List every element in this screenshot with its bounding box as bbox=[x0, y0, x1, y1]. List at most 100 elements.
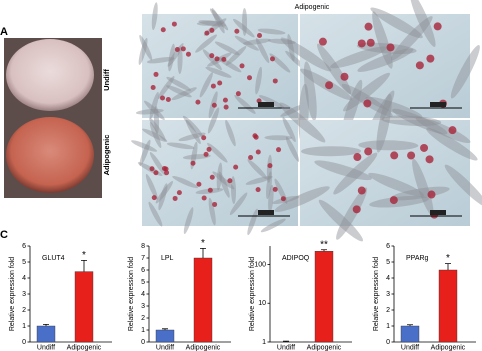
cell bbox=[376, 93, 392, 153]
y-axis-label: Relative expression fold bbox=[373, 257, 380, 331]
cell bbox=[368, 172, 425, 197]
cell bbox=[257, 28, 286, 35]
y-tick-label: 4 bbox=[22, 275, 26, 282]
bar bbox=[314, 251, 334, 343]
y-tick-label: 2 bbox=[22, 307, 26, 314]
bar bbox=[193, 257, 213, 343]
significance-mark: * bbox=[446, 253, 450, 264]
lipid-droplet bbox=[217, 80, 223, 86]
y-tick-label: 0 bbox=[141, 339, 145, 346]
cell bbox=[166, 85, 192, 98]
cell bbox=[135, 108, 164, 115]
lipid-droplet bbox=[340, 72, 349, 81]
lipid-droplet bbox=[161, 165, 167, 171]
cell bbox=[208, 197, 216, 226]
cell bbox=[392, 108, 448, 135]
bar bbox=[400, 325, 420, 343]
lipid-droplet bbox=[227, 178, 233, 184]
significance-mark: * bbox=[201, 238, 205, 249]
lipid-droplet bbox=[222, 97, 228, 103]
y-axis-label: Relative expression fold bbox=[9, 257, 16, 331]
cell bbox=[255, 66, 263, 95]
lipid-droplet bbox=[389, 196, 398, 205]
cell bbox=[202, 49, 222, 71]
bar bbox=[74, 271, 94, 343]
cell bbox=[318, 199, 364, 242]
row-label: Adipogenic bbox=[102, 135, 111, 176]
y-tick-label: 5 bbox=[386, 259, 390, 266]
micrograph bbox=[300, 120, 470, 226]
cell bbox=[412, 158, 434, 216]
lipid-droplet bbox=[209, 53, 215, 59]
scale-bar-box bbox=[430, 210, 446, 215]
cell bbox=[139, 139, 151, 166]
cell bbox=[131, 140, 158, 152]
chart-title: GLUT4 bbox=[42, 255, 65, 262]
lipid-droplet bbox=[204, 30, 210, 36]
lipid-droplet bbox=[448, 126, 457, 135]
y-tick-label: 1 bbox=[262, 339, 266, 346]
cell bbox=[280, 37, 332, 72]
y-axis-label: Relative expression fold bbox=[249, 257, 256, 331]
cell bbox=[268, 184, 274, 213]
row-label: Undiff bbox=[102, 69, 111, 91]
lipid-droplet bbox=[212, 201, 218, 207]
lipid-droplet bbox=[165, 97, 171, 103]
bar bbox=[438, 269, 458, 343]
cell bbox=[266, 154, 273, 183]
cell bbox=[234, 35, 259, 51]
lipid-droplet bbox=[171, 21, 177, 27]
lipid-droplet bbox=[160, 27, 166, 33]
cell bbox=[158, 183, 168, 211]
cell bbox=[207, 107, 220, 134]
significance-mark: * bbox=[82, 250, 86, 261]
chart-title: PPARg bbox=[406, 255, 429, 262]
lipid-droplet bbox=[150, 85, 156, 91]
cell bbox=[199, 72, 213, 98]
y-tick-label: 6 bbox=[141, 267, 145, 274]
lipid-droplet bbox=[214, 56, 220, 62]
cell bbox=[267, 38, 296, 45]
bar bbox=[36, 325, 56, 343]
scale-bar-box bbox=[258, 210, 274, 215]
y-tick-label: 3 bbox=[386, 291, 390, 298]
lipid-droplet bbox=[159, 95, 165, 101]
lipid-droplet bbox=[364, 22, 373, 31]
lipid-droplet bbox=[195, 99, 201, 105]
lipid-droplet bbox=[366, 38, 375, 47]
cell bbox=[426, 127, 478, 161]
cell bbox=[242, 7, 248, 36]
chart-title: LPL bbox=[161, 255, 174, 262]
micrographs bbox=[131, 0, 482, 242]
cell bbox=[266, 171, 273, 200]
y-tick-label: 2 bbox=[141, 315, 145, 322]
lipid-droplet bbox=[180, 46, 186, 52]
error-bar bbox=[162, 328, 168, 330]
cell bbox=[287, 34, 295, 62]
lipid-droplet bbox=[364, 147, 373, 156]
y-tick-label: 2 bbox=[386, 307, 390, 314]
cell bbox=[233, 18, 255, 38]
lipid-droplet bbox=[239, 63, 245, 69]
lipid-droplet bbox=[390, 151, 399, 160]
cell bbox=[166, 142, 195, 150]
cell bbox=[212, 171, 235, 190]
cell bbox=[390, 16, 433, 61]
y-tick-label: 4 bbox=[141, 291, 145, 298]
cell bbox=[225, 119, 236, 147]
lipid-droplet bbox=[209, 174, 215, 180]
cell bbox=[139, 34, 153, 61]
cell bbox=[157, 76, 175, 100]
cell bbox=[279, 102, 326, 143]
lipid-droplet bbox=[248, 155, 254, 161]
cell bbox=[145, 173, 158, 200]
cell bbox=[358, 140, 419, 151]
y-tick-label: 4 bbox=[386, 275, 390, 282]
lipid-droplet bbox=[280, 196, 286, 202]
lipid-droplet bbox=[234, 28, 240, 34]
cell bbox=[390, 186, 450, 201]
y-axis-label: Relative expression fold bbox=[128, 257, 135, 331]
cell bbox=[230, 176, 237, 205]
lipid-droplet bbox=[201, 195, 207, 201]
y-tick-label: 1 bbox=[386, 323, 390, 330]
